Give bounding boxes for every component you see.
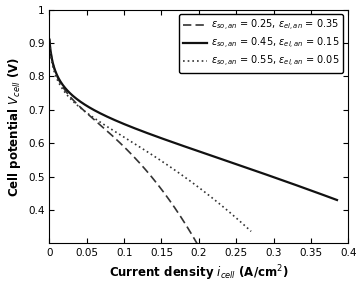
$\varepsilon_{so,an}$ = 0.25, $\varepsilon_{el,an}$ = 0.35: [193, 239, 197, 242]
$\varepsilon_{so,an}$ = 0.55, $\varepsilon_{el,an}$ = 0.05: [212, 198, 217, 202]
$\varepsilon_{so,an}$ = 0.45, $\varepsilon_{el,an}$ = 0.15: [218, 157, 223, 160]
X-axis label: Current density $i_{cell}$ (A/cm$^2$): Current density $i_{cell}$ (A/cm$^2$): [109, 264, 289, 284]
$\varepsilon_{so,an}$ = 0.55, $\varepsilon_{el,an}$ = 0.05: [156, 157, 161, 161]
$\varepsilon_{so,an}$ = 0.45, $\varepsilon_{el,an}$ = 0.15: [47, 38, 52, 41]
$\varepsilon_{so,an}$ = 0.25, $\varepsilon_{el,an}$ = 0.35: [197, 245, 201, 248]
$\varepsilon_{so,an}$ = 0.55, $\varepsilon_{el,an}$ = 0.05: [144, 149, 149, 153]
Legend: $\varepsilon_{so,an}$ = 0.25, $\varepsilon_{el,an}$ = 0.35, $\varepsilon_{so,an}: $\varepsilon_{so,an}$ = 0.25, $\varepsil…: [179, 14, 343, 73]
$\varepsilon_{so,an}$ = 0.45, $\varepsilon_{el,an}$ = 0.15: [186, 146, 190, 149]
$\varepsilon_{so,an}$ = 0.25, $\varepsilon_{el,an}$ = 0.35: [47, 38, 52, 41]
$\varepsilon_{so,an}$ = 0.55, $\varepsilon_{el,an}$ = 0.05: [167, 165, 172, 168]
$\varepsilon_{so,an}$ = 0.45, $\varepsilon_{el,an}$ = 0.15: [328, 196, 332, 199]
$\varepsilon_{so,an}$ = 0.55, $\varepsilon_{el,an}$ = 0.05: [244, 225, 248, 229]
$\varepsilon_{so,an}$ = 0.25, $\varepsilon_{el,an}$ = 0.35: [136, 160, 140, 163]
$\varepsilon_{so,an}$ = 0.55, $\varepsilon_{el,an}$ = 0.05: [249, 230, 253, 233]
$\varepsilon_{so,an}$ = 0.45, $\varepsilon_{el,an}$ = 0.15: [335, 198, 339, 202]
$\varepsilon_{so,an}$ = 0.45, $\varepsilon_{el,an}$ = 0.15: [203, 152, 207, 155]
$\varepsilon_{so,an}$ = 0.25, $\varepsilon_{el,an}$ = 0.35: [128, 151, 132, 155]
Line: $\varepsilon_{so,an}$ = 0.25, $\varepsilon_{el,an}$ = 0.35: $\varepsilon_{so,an}$ = 0.25, $\varepsil…: [50, 40, 199, 247]
Line: $\varepsilon_{so,an}$ = 0.55, $\varepsilon_{el,an}$ = 0.05: $\varepsilon_{so,an}$ = 0.55, $\varepsil…: [50, 43, 251, 231]
$\varepsilon_{so,an}$ = 0.55, $\varepsilon_{el,an}$ = 0.05: [143, 149, 147, 152]
Line: $\varepsilon_{so,an}$ = 0.45, $\varepsilon_{el,an}$ = 0.15: $\varepsilon_{so,an}$ = 0.45, $\varepsil…: [50, 40, 337, 200]
$\varepsilon_{so,an}$ = 0.55, $\varepsilon_{el,an}$ = 0.05: [47, 41, 52, 45]
Y-axis label: Cell potential $V_{cell}$ (V): Cell potential $V_{cell}$ (V): [5, 56, 22, 197]
$\varepsilon_{so,an}$ = 0.45, $\varepsilon_{el,an}$ = 0.15: [184, 145, 188, 149]
$\varepsilon_{so,an}$ = 0.45, $\varepsilon_{el,an}$ = 0.15: [283, 179, 287, 183]
$\varepsilon_{so,an}$ = 0.25, $\varepsilon_{el,an}$ = 0.35: [170, 202, 174, 205]
$\varepsilon_{so,an}$ = 0.25, $\varepsilon_{el,an}$ = 0.35: [118, 142, 123, 145]
$\varepsilon_{so,an}$ = 0.25, $\varepsilon_{el,an}$ = 0.35: [119, 142, 123, 146]
